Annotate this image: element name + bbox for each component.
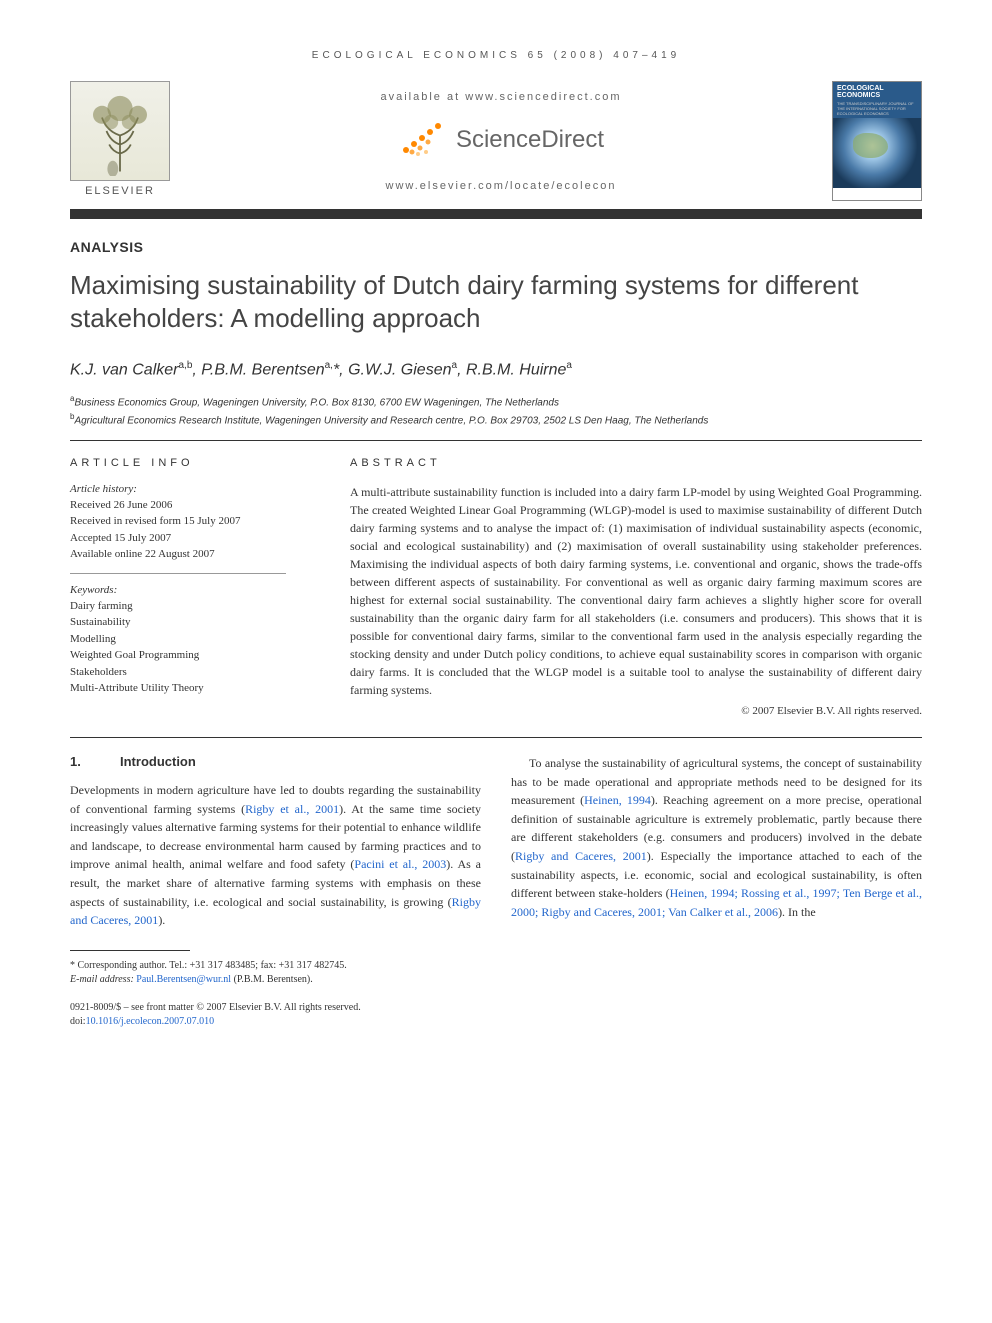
corresponding-author-footnote: * Corresponding author. Tel.: +31 317 48… [70,959,922,987]
horizontal-rule [70,737,922,738]
article-history-line: Available online 22 August 2007 [70,546,310,563]
article-title: Maximising sustainability of Dutch dairy… [70,269,922,334]
thick-horizontal-rule [70,209,922,219]
article-history-line: Received 26 June 2006 [70,497,310,514]
email-label: E-mail address: [70,974,134,985]
info-divider [70,573,286,574]
page-container: ECOLOGICAL ECONOMICS 65 (2008) 407–419 E… [0,0,992,1059]
issn-copyright-line: 0921-8009/$ – see front matter © 2007 El… [70,1001,922,1015]
keyword-line: Sustainability [70,614,310,631]
citation-link[interactable]: Rigby et al., 2001 [245,802,339,816]
body-two-column: 1.Introduction Developments in modern ag… [70,754,922,930]
body-column-left: 1.Introduction Developments in modern ag… [70,754,481,930]
journal-homepage-url[interactable]: www.elsevier.com/locate/ecolecon [190,180,812,192]
section-number: 1. [70,754,120,769]
article-info-heading: ARTICLE INFO [70,457,310,469]
email-attribution: (P.B.M. Berentsen). [231,974,313,985]
affiliations-block: aBusiness Economics Group, Wageningen Un… [70,393,922,428]
keyword-line: Weighted Goal Programming [70,647,310,664]
body-text-run: ). [158,913,165,927]
cover-globe-icon [833,118,921,188]
doi-link[interactable]: 10.1016/j.ecolecon.2007.07.010 [86,1016,215,1027]
keyword-line: Dairy farming [70,598,310,615]
section-title: Introduction [120,754,196,769]
email-link[interactable]: Paul.Berentsen@wur.nl [136,974,231,985]
body-column-right: To analyse the sustainability of agricul… [511,754,922,930]
keyword-line: Stakeholders [70,664,310,681]
section-heading: 1.Introduction [70,754,481,769]
citation-link[interactable]: Heinen, 1994 [584,793,651,807]
email-line: E-mail address: Paul.Berentsen@wur.nl (P… [70,973,922,987]
info-abstract-row: ARTICLE INFO Article history: Received 2… [70,457,922,717]
body-text-run: ). In the [778,905,816,919]
sciencedirect-dots-icon [398,118,448,162]
keyword-line: Modelling [70,631,310,648]
horizontal-rule [70,440,922,441]
available-at-text: available at www.sciencedirect.com [190,91,812,103]
article-type-label: ANALYSIS [70,239,922,255]
article-history-line: Accepted 15 July 2007 [70,530,310,547]
elsevier-wordmark: ELSEVIER [70,185,170,197]
author-list: K.J. van Calkera,b, P.B.M. Berentsena,*,… [70,360,922,379]
footnote-rule [70,950,190,951]
article-history-label: Article history: [70,483,310,495]
abstract-copyright: © 2007 Elsevier B.V. All rights reserved… [350,705,922,717]
elsevier-logo-block: ELSEVIER [70,81,170,197]
journal-cover-thumbnail: ECOLOGICAL ECONOMICS THE TRANSDISCIPLINA… [832,81,922,201]
cover-subtitle: THE TRANSDISCIPLINARY JOURNAL OF THE INT… [833,102,921,118]
corresponding-line: * Corresponding author. Tel.: +31 317 48… [70,959,922,973]
doi-label: doi: [70,1016,86,1027]
article-info-column: ARTICLE INFO Article history: Received 2… [70,457,310,717]
cover-title: ECOLOGICAL ECONOMICS [833,82,921,102]
citation-link[interactable]: Rigby and Caceres, 2001 [515,849,647,863]
article-history-line: Received in revised form 15 July 2007 [70,513,310,530]
keyword-line: Multi-Attribute Utility Theory [70,680,310,697]
doi-line: doi:10.1016/j.ecolecon.2007.07.010 [70,1015,922,1029]
abstract-column: ABSTRACT A multi-attribute sustainabilit… [350,457,922,717]
body-paragraph: To analyse the sustainability of agricul… [511,754,922,921]
top-banner: ELSEVIER available at www.sciencedirect.… [70,81,922,201]
elsevier-tree-icon [70,81,170,181]
center-banner: available at www.sciencedirect.com [190,81,812,192]
bottom-metadata: 0921-8009/$ – see front matter © 2007 El… [70,1001,922,1029]
affiliation-line: bAgricultural Economics Research Institu… [70,411,922,428]
abstract-text: A multi-attribute sustainability functio… [350,483,922,699]
journal-citation-line: ECOLOGICAL ECONOMICS 65 (2008) 407–419 [70,50,922,61]
affiliation-line: aBusiness Economics Group, Wageningen Un… [70,393,922,410]
citation-link[interactable]: Pacini et al., 2003 [354,857,446,871]
sciencedirect-logo[interactable]: ScienceDirect [190,118,812,162]
abstract-heading: ABSTRACT [350,457,922,469]
body-paragraph: Developments in modern agriculture have … [70,781,481,930]
sciencedirect-wordmark: ScienceDirect [456,126,604,154]
keywords-label: Keywords: [70,584,310,596]
